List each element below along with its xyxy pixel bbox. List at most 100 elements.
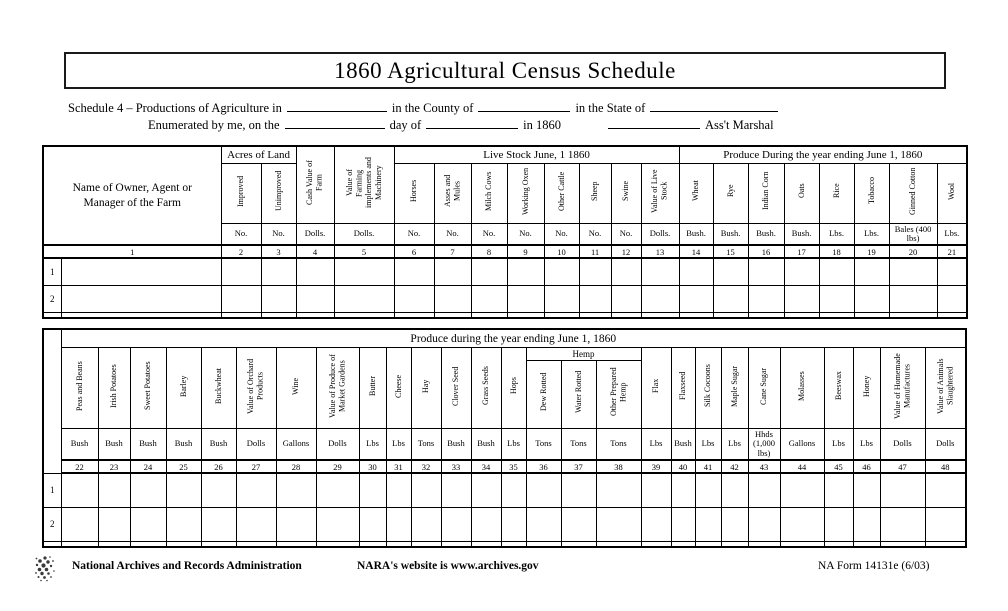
data-cell	[670, 540, 696, 547]
data-cell	[936, 257, 968, 286]
col-header-value-of-market-gardens: Value of Produce of Market Gardens	[315, 347, 360, 429]
data-cell	[720, 472, 749, 508]
data-cell	[129, 472, 167, 508]
data-cell	[640, 540, 672, 547]
data-cell	[275, 506, 317, 542]
schedule-line-2: Enumerated by me, on the day of in 1860 Ass…	[68, 116, 783, 133]
unit-water-rotted: Tons	[560, 428, 597, 461]
data-cell	[936, 311, 968, 318]
col-header-water-rotted: Water Rotted	[560, 360, 597, 429]
colnum-34: 34	[470, 459, 502, 474]
census-table-page1: Name of Owner, Agent or Manager of the F…	[42, 145, 969, 319]
col-header-butter: Butter	[358, 347, 387, 429]
colnum-31: 31	[385, 459, 412, 474]
data-cell	[260, 284, 297, 313]
form-title-box: 1860 Agricultural Census Schedule	[64, 52, 946, 89]
colnum-19: 19	[853, 244, 890, 259]
unit-wine: Gallons	[275, 428, 317, 461]
data-cell	[640, 284, 680, 313]
col-header-flax: Flax	[640, 347, 672, 429]
col-header-milch-cows: Milch Cows	[470, 163, 508, 224]
footer-website-text: NARA's website is www.archives.gov	[357, 560, 539, 572]
data-cell	[747, 506, 781, 542]
colnum-27: 27	[235, 459, 277, 474]
unit-milch-cows: No.	[470, 223, 508, 246]
group-header-hemp: Hemp	[525, 347, 642, 361]
colnum-10: 10	[543, 244, 580, 259]
data-cell	[640, 472, 672, 508]
col-header-silk-cocoons: Silk Cocoons	[694, 347, 722, 429]
colnum-45: 45	[823, 459, 854, 474]
col-header-wool: Wool	[936, 163, 968, 224]
data-cell	[333, 311, 395, 318]
data-cell	[333, 257, 395, 286]
colnum-39: 39	[640, 459, 672, 474]
unit-other-cattle: No.	[543, 223, 580, 246]
colnum-1: 1	[42, 244, 222, 259]
colnum-37: 37	[560, 459, 597, 474]
data-cell	[470, 540, 502, 547]
data-cell	[97, 506, 131, 542]
data-cell	[235, 506, 277, 542]
unit-silk-cocoons: Lbs	[694, 428, 722, 461]
col-header-working-oxen: Working Oxen	[506, 163, 545, 224]
data-cell	[358, 506, 387, 542]
colnum-36: 36	[525, 459, 562, 474]
name-cell	[60, 257, 222, 286]
data-cell	[924, 472, 967, 508]
data-cell	[578, 257, 612, 286]
data-cell	[200, 472, 237, 508]
unit-sweet-potatoes: Bush	[129, 428, 167, 461]
colnum-22: 22	[60, 459, 99, 474]
row-number: 1	[42, 472, 62, 508]
data-cell	[595, 540, 642, 547]
data-cell	[260, 257, 297, 286]
colnum-23: 23	[97, 459, 131, 474]
col-header-honey: Honey	[852, 347, 881, 429]
data-cell	[610, 284, 642, 313]
data-cell	[747, 540, 781, 547]
colnum-3: 3	[260, 244, 297, 259]
data-cell	[818, 257, 855, 286]
data-cell	[823, 472, 854, 508]
data-cell	[712, 284, 749, 313]
data-cell	[818, 284, 855, 313]
unit-sheep: No.	[578, 223, 612, 246]
data-cell	[823, 540, 854, 547]
col-header-rice: Rice	[818, 163, 855, 224]
unit-hay: Tons	[410, 428, 442, 461]
data-cell	[393, 311, 435, 318]
data-cell	[470, 257, 508, 286]
unit-value-live-stock: Dolls.	[640, 223, 680, 246]
data-cell	[783, 284, 820, 313]
schedule-line1-text-a: Schedule 4 – Productions of Agriculture …	[68, 101, 282, 115]
colnum-41: 41	[694, 459, 722, 474]
group-header-acres-of-land: Acres of Land	[220, 145, 297, 164]
blank-day-field	[284, 116, 385, 129]
col-header-sheep: Sheep	[578, 163, 612, 224]
data-cell	[393, 257, 435, 286]
data-cell	[220, 311, 262, 318]
data-cell	[500, 540, 527, 547]
data-cell	[506, 284, 545, 313]
unit-cash-value: Dolls.	[295, 223, 335, 246]
data-cell	[543, 257, 580, 286]
unit-buckwheat: Bush	[200, 428, 237, 461]
unit-grass-seeds: Bush	[470, 428, 502, 461]
unit-wool: Lbs.	[936, 223, 968, 246]
unit-dew-rotted: Tons	[525, 428, 562, 461]
col-header-horses: Horses	[393, 163, 435, 224]
data-cell	[433, 311, 472, 318]
unit-tobacco: Lbs.	[853, 223, 890, 246]
data-cell	[640, 257, 680, 286]
data-cell	[410, 540, 442, 547]
data-cell	[747, 311, 785, 318]
unit-indian-corn: Bush.	[747, 223, 785, 246]
data-cell	[560, 506, 597, 542]
colnum-48: 48	[924, 459, 967, 474]
data-cell	[393, 284, 435, 313]
data-cell	[525, 506, 562, 542]
data-cell	[747, 472, 781, 508]
data-cell	[888, 311, 938, 318]
data-cell	[235, 472, 277, 508]
